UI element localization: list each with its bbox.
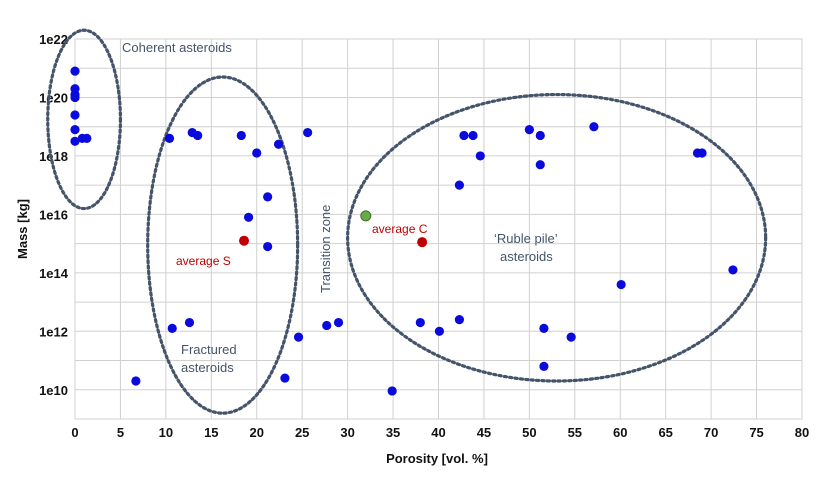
ruble-pile-label-line1: ‘Ruble pile’ — [494, 231, 558, 246]
data-point — [616, 279, 626, 290]
x-axis-label: Porosity [vol. %] — [386, 451, 488, 466]
x-tick-label: 15 — [204, 425, 218, 440]
x-tick-label: 25 — [295, 425, 309, 440]
x-tick-label: 40 — [431, 425, 445, 440]
x-tick-label: 10 — [159, 425, 173, 440]
y-tick-label: 1e14 — [39, 266, 69, 281]
data-point — [566, 332, 576, 342]
data-point — [539, 323, 549, 333]
group-ellipse-0 — [46, 28, 123, 211]
data-point — [459, 130, 469, 141]
y-axis-label: Mass [kg] — [15, 199, 30, 259]
data-point — [252, 148, 262, 158]
y-tick-label: 1e16 — [39, 207, 68, 222]
data-point — [167, 323, 177, 333]
x-tick-label: 65 — [658, 425, 672, 440]
fractured-asteroids-label-line2: asteroids — [181, 360, 234, 375]
y-tick-label: 1e18 — [39, 149, 68, 164]
data-point — [697, 148, 707, 158]
data-point — [333, 317, 344, 328]
x-tick-label: 35 — [386, 425, 400, 440]
data-point — [539, 361, 549, 371]
data-points — [70, 66, 738, 396]
grid — [74, 38, 803, 420]
transition-zone-label: Transition zone — [318, 205, 333, 293]
x-tick-label: 80 — [795, 425, 809, 440]
data-point — [70, 125, 80, 135]
data-point — [454, 315, 465, 325]
data-point — [193, 130, 203, 141]
average-c-label: average C — [372, 222, 428, 236]
x-tick-label: 5 — [117, 425, 124, 440]
data-point — [236, 130, 246, 141]
data-point — [524, 125, 534, 135]
data-point — [131, 376, 141, 386]
data-point — [468, 130, 478, 141]
y-axis-ticks: 1e10 1e12 1e14 1e16 1e18 1e20 1e22 — [39, 32, 69, 398]
data-point — [293, 332, 304, 342]
x-tick-label: 55 — [568, 425, 582, 440]
data-point — [184, 317, 195, 328]
data-point — [475, 151, 485, 161]
fractured-asteroids-label-line1: Fractured — [181, 342, 237, 357]
data-point — [434, 326, 445, 336]
data-point — [303, 127, 313, 138]
data-point — [535, 160, 545, 170]
y-tick-label: 1e12 — [39, 324, 68, 339]
group-ellipse-3 — [346, 92, 768, 383]
data-point — [535, 130, 545, 141]
average-s-label: average S — [176, 254, 231, 268]
y-tick-label: 1e10 — [39, 383, 68, 398]
average-point-0 — [239, 235, 250, 246]
average-point-1 — [417, 237, 428, 248]
data-point — [415, 317, 425, 328]
data-point — [728, 265, 738, 275]
group-ellipses — [46, 28, 768, 415]
data-point — [70, 92, 80, 103]
data-point — [70, 136, 80, 146]
transition-point — [360, 210, 372, 222]
data-point — [70, 66, 80, 76]
data-point — [82, 133, 92, 143]
x-tick-label: 70 — [704, 425, 718, 440]
x-tick-label: 60 — [613, 425, 627, 440]
x-tick-label: 75 — [749, 425, 763, 440]
x-tick-label: 50 — [522, 425, 536, 440]
data-point — [589, 122, 599, 132]
data-point — [322, 320, 332, 331]
x-tick-label: 30 — [340, 425, 354, 440]
data-point — [280, 373, 290, 383]
data-point — [273, 139, 284, 149]
data-point — [454, 180, 465, 190]
y-tick-label: 1e22 — [39, 32, 68, 47]
data-point — [263, 192, 273, 202]
y-tick-label: 1e20 — [39, 90, 68, 105]
ruble-pile-label-line2: asteroids — [500, 249, 553, 264]
coherent-asteroids-label: Coherent asteroids — [122, 40, 232, 55]
x-tick-label: 45 — [477, 425, 491, 440]
data-point — [243, 212, 254, 222]
data-point — [263, 241, 273, 252]
data-point — [387, 386, 397, 396]
data-point — [70, 110, 80, 120]
x-axis-ticks: 0 5 10 15 20 25 30 35 40 45 50 55 60 65 70 75 80 — [71, 425, 809, 440]
x-tick-label: 20 — [250, 425, 264, 440]
group-ellipse-1 — [146, 75, 300, 415]
x-tick-label: 0 — [71, 425, 78, 440]
data-point — [164, 133, 175, 143]
